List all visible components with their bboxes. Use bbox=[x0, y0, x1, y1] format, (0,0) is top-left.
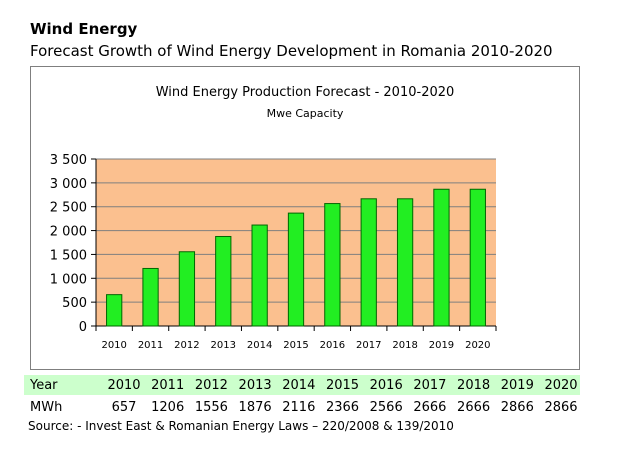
mwh-cell: 2666 bbox=[413, 400, 447, 415]
section-subtitle: Forecast Growth of Wind Energy Developme… bbox=[30, 42, 553, 60]
bar bbox=[251, 224, 268, 327]
chart-subtitle: Mwe Capacity bbox=[266, 107, 344, 120]
table-row-mwh: MWh 657 1206 1556 1876 2116 2366 2566 2666 2666 2… bbox=[24, 397, 580, 417]
bar bbox=[142, 267, 159, 327]
section-title: Wind Energy bbox=[30, 20, 138, 38]
x-tick-label: 2017 bbox=[356, 340, 381, 351]
bar bbox=[215, 235, 232, 327]
x-tick-label: 2013 bbox=[211, 340, 236, 351]
year-cell: 2013 bbox=[238, 378, 272, 393]
bar bbox=[396, 198, 414, 327]
y-tick-label: 3 000 bbox=[50, 177, 87, 192]
bar bbox=[360, 198, 377, 327]
x-tick-label: 2020 bbox=[465, 340, 490, 351]
bar bbox=[106, 294, 123, 327]
year-cell: 2012 bbox=[194, 378, 228, 393]
mwh-cell: 2366 bbox=[325, 400, 360, 415]
mwh-cell: 1206 bbox=[151, 400, 185, 415]
year-cell: 2017 bbox=[413, 378, 447, 393]
bar bbox=[178, 251, 196, 327]
x-tick-label: 2018 bbox=[392, 340, 417, 351]
y-tick-label: 500 bbox=[62, 296, 87, 311]
mwh-row-label: MWh bbox=[30, 400, 63, 415]
x-tick-label: 2012 bbox=[174, 340, 199, 351]
mwh-cell: 2866 bbox=[544, 400, 578, 415]
mwh-cell: 1556 bbox=[194, 400, 228, 415]
mwh-cell: 2566 bbox=[369, 400, 403, 415]
y-tick-label: 2 500 bbox=[50, 201, 87, 216]
x-tick-label: 2010 bbox=[101, 340, 126, 351]
year-cell: 2011 bbox=[151, 378, 185, 393]
x-tick-label: 2016 bbox=[320, 340, 345, 351]
y-tick-label: 3 500 bbox=[50, 153, 87, 168]
bar-chart: 0 500 1 000 1 500 2 000 2 500 3 000 3 500 2010 20… bbox=[50, 153, 497, 351]
year-cell: 2014 bbox=[282, 378, 316, 393]
year-cell: 2010 bbox=[107, 378, 141, 393]
y-tick-label: 1 500 bbox=[50, 248, 87, 263]
table-row-year: Year 2010 2011 2012 2013 2014 2015 2016 2017 201… bbox=[24, 375, 580, 395]
bar bbox=[287, 212, 305, 327]
mwh-cell: 657 bbox=[111, 400, 137, 415]
bar bbox=[433, 188, 450, 327]
x-tick-label: 2015 bbox=[283, 340, 308, 351]
year-cell: 2015 bbox=[325, 378, 360, 393]
mwh-cell: 1876 bbox=[238, 400, 272, 415]
mwh-cell: 2666 bbox=[457, 400, 491, 415]
chart-frame: Wind Energy Production Forecast - 2010-2… bbox=[30, 66, 580, 370]
year-cell: 2019 bbox=[500, 378, 534, 393]
year-cell: 2016 bbox=[369, 378, 403, 393]
year-cell: 2018 bbox=[457, 378, 491, 393]
chart-title: Wind Energy Production Forecast - 2010-2… bbox=[155, 85, 455, 100]
x-tick-label: 2014 bbox=[247, 340, 272, 351]
source-note: Source: - Invest East & Romanian Energy … bbox=[28, 419, 454, 433]
mwh-cell: 2866 bbox=[500, 400, 534, 415]
bar bbox=[469, 188, 486, 327]
year-cell: 2020 bbox=[544, 378, 578, 393]
x-tick-label: 2011 bbox=[138, 340, 163, 351]
y-tick-label: 2 000 bbox=[50, 225, 87, 240]
y-tick-label: 1 000 bbox=[50, 272, 87, 287]
year-row-label: Year bbox=[30, 378, 58, 393]
mwh-cell: 2116 bbox=[282, 400, 316, 415]
x-tick-label: 2019 bbox=[429, 340, 454, 351]
y-tick-label: 0 bbox=[79, 320, 87, 335]
bar bbox=[324, 203, 341, 327]
